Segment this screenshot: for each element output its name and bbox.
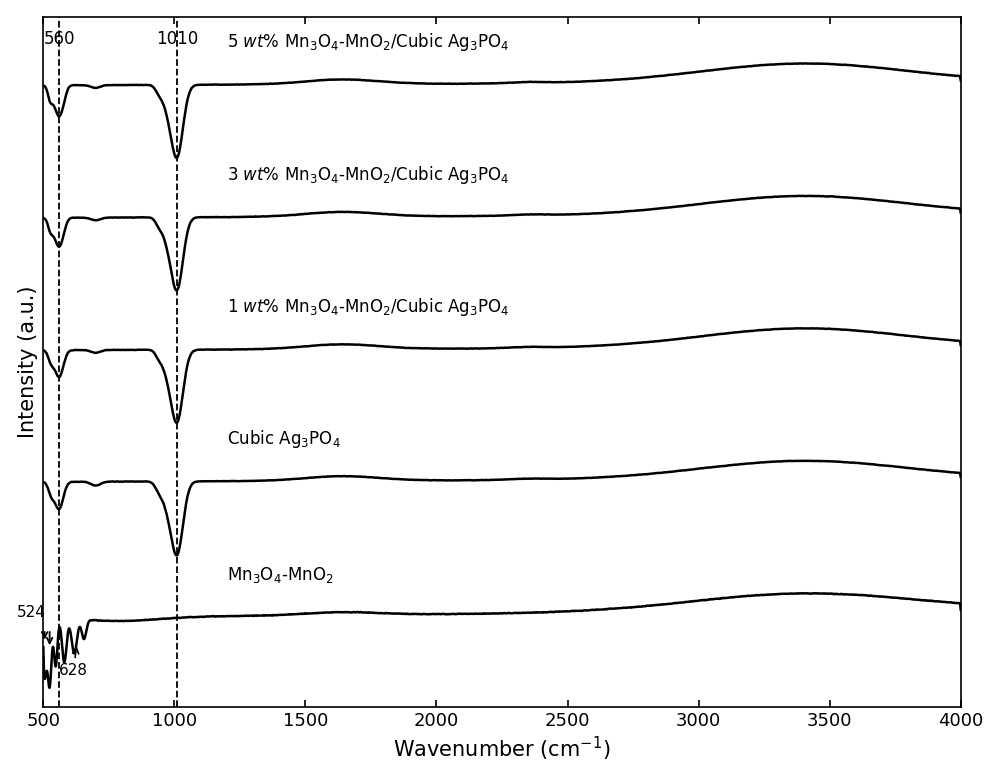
- Text: $\it{5}$ $\it{wt}$% Mn$_3$O$_4$-MnO$_2$/Cubic Ag$_3$PO$_4$: $\it{5}$ $\it{wt}$% Mn$_3$O$_4$-MnO$_2$/…: [227, 31, 509, 53]
- Text: 1010: 1010: [156, 30, 198, 48]
- Text: 560: 560: [43, 30, 75, 48]
- Text: $\it{1}$ $\it{wt}$% Mn$_3$O$_4$-MnO$_2$/Cubic Ag$_3$PO$_4$: $\it{1}$ $\it{wt}$% Mn$_3$O$_4$-MnO$_2$/…: [227, 296, 509, 318]
- Text: Mn$_3$O$_4$-MnO$_2$: Mn$_3$O$_4$-MnO$_2$: [227, 565, 333, 584]
- Y-axis label: Intensity (a.u.): Intensity (a.u.): [18, 285, 38, 438]
- Text: $\it{3}$ $\it{wt}$% Mn$_3$O$_4$-MnO$_2$/Cubic Ag$_3$PO$_4$: $\it{3}$ $\it{wt}$% Mn$_3$O$_4$-MnO$_2$/…: [227, 164, 509, 186]
- Text: Cubic Ag$_3$PO$_4$: Cubic Ag$_3$PO$_4$: [227, 427, 341, 450]
- X-axis label: Wavenumber (cm$^{-1}$): Wavenumber (cm$^{-1}$): [393, 735, 611, 764]
- Text: 628: 628: [59, 647, 88, 678]
- Text: 524: 524: [17, 604, 46, 619]
